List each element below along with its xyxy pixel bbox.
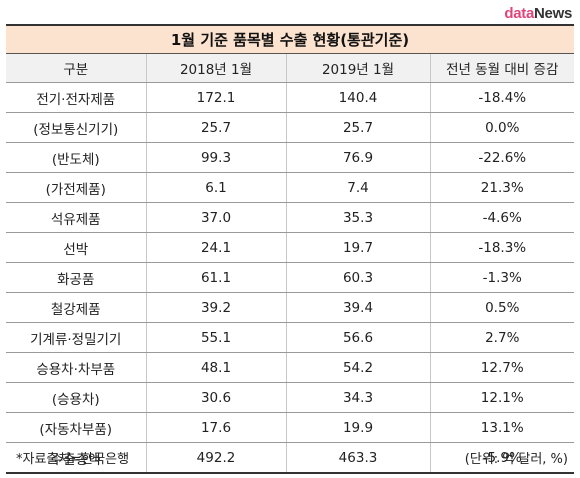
row-change: -4.6% (429, 202, 574, 233)
unit-note: (단위: 억 달러, %) (464, 452, 568, 467)
row-category: (가전제품) (6, 172, 146, 203)
row-value-2018: 6.1 (145, 172, 286, 203)
row-change: -18.4% (429, 82, 574, 113)
table-header-row: 구분 2018년 1월 2019년 1월 전년 동월 대비 증감 (6, 54, 574, 83)
row-category: (승용차) (6, 382, 146, 413)
row-category: 석유제품 (6, 202, 146, 233)
table-row: 석유제품 37.0 35.3 -4.6% (6, 202, 574, 233)
header-2019-jan: 2019년 1월 (285, 54, 430, 83)
row-change: -18.3% (429, 232, 574, 263)
table-row: (가전제품) 6.1 7.4 21.3% (6, 172, 574, 203)
row-change: 0.5% (429, 292, 574, 323)
datanews-logo: dataNews (504, 5, 572, 22)
table-row: 기계류·정밀기기 55.1 56.6 2.7% (6, 322, 574, 353)
export-table: 구분 2018년 1월 2019년 1월 전년 동월 대비 증감 전기·전자제품… (6, 54, 574, 474)
row-category: 화공품 (6, 262, 146, 293)
table-row: 승용차·차부품 48.1 54.2 12.7% (6, 352, 574, 383)
row-change: 13.1% (429, 412, 574, 443)
logo-part-data: data (504, 5, 534, 22)
row-value-2019: 34.3 (285, 382, 430, 413)
row-value-2019: 54.2 (285, 352, 430, 383)
row-value-2019: 19.9 (285, 412, 430, 443)
row-value-2019: 19.7 (285, 232, 430, 263)
row-value-2018: 37.0 (145, 202, 286, 233)
row-value-2019: 39.4 (285, 292, 430, 323)
table-row: 선박 24.1 19.7 -18.3% (6, 232, 574, 263)
row-value-2018: 30.6 (145, 382, 286, 413)
table-row: (자동차부품) 17.6 19.9 13.1% (6, 412, 574, 443)
row-category: 선박 (6, 232, 146, 263)
table-row: 화공품 61.1 60.3 -1.3% (6, 262, 574, 293)
row-category: 전기·전자제품 (6, 82, 146, 113)
row-value-2018: 48.1 (145, 352, 286, 383)
row-value-2018: 99.3 (145, 142, 286, 173)
table-title: 1월 기준 품목별 수출 현황(통관기준) (6, 24, 574, 54)
header-category: 구분 (6, 54, 146, 83)
row-value-2019: 76.9 (285, 142, 430, 173)
row-value-2019: 463.3 (285, 442, 430, 474)
row-category: 수출총액 (6, 442, 146, 474)
row-value-2019: 56.6 (285, 322, 430, 353)
header-2018-jan: 2018년 1월 (145, 54, 286, 83)
row-value-2018: 172.1 (145, 82, 286, 113)
row-change: -5.9% (429, 442, 574, 474)
row-category: (자동차부품) (6, 412, 146, 443)
row-change: -1.3% (429, 262, 574, 293)
row-change: 12.7% (429, 352, 574, 383)
row-value-2019: 7.4 (285, 172, 430, 203)
row-value-2018: 17.6 (145, 412, 286, 443)
row-category: (반도체) (6, 142, 146, 173)
table-row: 철강제품 39.2 39.4 0.5% (6, 292, 574, 323)
row-category: 승용차·차부품 (6, 352, 146, 383)
row-value-2018: 492.2 (145, 442, 286, 474)
row-change: 12.1% (429, 382, 574, 413)
source-note: *자료출처=한국은행 (16, 452, 130, 467)
logo-part-news: News (534, 5, 572, 22)
row-change: 2.7% (429, 322, 574, 353)
row-value-2018: 55.1 (145, 322, 286, 353)
row-value-2018: 61.1 (145, 262, 286, 293)
row-value-2019: 35.3 (285, 202, 430, 233)
table-row: (반도체) 99.3 76.9 -22.6% (6, 142, 574, 173)
header-yoy-change: 전년 동월 대비 증감 (429, 54, 574, 83)
row-value-2018: 39.2 (145, 292, 286, 323)
row-value-2019: 25.7 (285, 112, 430, 143)
row-change: 0.0% (429, 112, 574, 143)
row-change: 21.3% (429, 172, 574, 203)
row-category: 철강제품 (6, 292, 146, 323)
table-row: (승용차) 30.6 34.3 12.1% (6, 382, 574, 413)
row-value-2018: 24.1 (145, 232, 286, 263)
table-row: (정보통신기기) 25.7 25.7 0.0% (6, 112, 574, 143)
row-category: (정보통신기기) (6, 112, 146, 143)
table-row: 전기·전자제품 172.1 140.4 -18.4% (6, 82, 574, 113)
table-row-total: 수출총액 492.2 463.3 -5.9% (6, 442, 574, 474)
row-change: -22.6% (429, 142, 574, 173)
row-value-2018: 25.7 (145, 112, 286, 143)
row-category: 기계류·정밀기기 (6, 322, 146, 353)
row-value-2019: 60.3 (285, 262, 430, 293)
row-value-2019: 140.4 (285, 82, 430, 113)
